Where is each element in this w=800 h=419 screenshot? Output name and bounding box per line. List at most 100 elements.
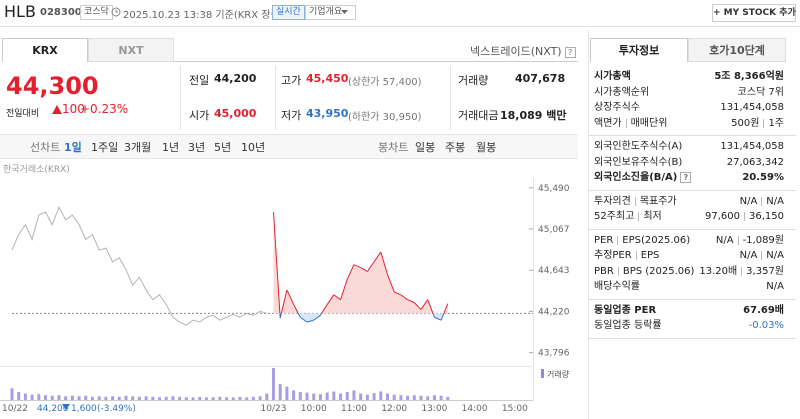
info-value: 500원 1주 — [731, 116, 784, 132]
info-value: 67.69배 — [743, 303, 784, 319]
separator — [617, 266, 619, 276]
volume-bar — [37, 394, 41, 400]
label-text: EPS(2025.06) — [622, 234, 691, 246]
price-segment — [387, 274, 395, 293]
y-tick-label: 44,220 — [538, 307, 570, 317]
period-button[interactable]: 3년 — [188, 141, 206, 154]
info-value: N/A — [766, 279, 784, 295]
price-segment — [353, 264, 361, 269]
y-tick-label: 45,490 — [538, 184, 570, 194]
label-text: EPS — [640, 250, 660, 261]
info-row: PBR BPS (2025.06) 13.20배 3,357원 — [588, 264, 796, 280]
value-text: N/A — [739, 195, 758, 207]
price-segment — [346, 264, 355, 280]
volume-bar — [439, 395, 443, 400]
x-tick-label: 11:00 — [341, 404, 367, 414]
value-text: N/A — [715, 234, 734, 246]
price-segment — [432, 313, 435, 318]
value-text: 97,600 — [705, 211, 740, 222]
info-label: 외국인보유주식수(B) — [594, 155, 682, 171]
dropdown-icon — [341, 10, 348, 14]
volume-legend-swatch — [541, 369, 544, 378]
stat-label: 전일 — [189, 74, 210, 87]
info-label: PBR BPS (2025.06) — [594, 264, 694, 280]
price-segment — [360, 267, 368, 272]
volume-bar — [204, 397, 208, 400]
label-text: PBR — [594, 265, 614, 277]
header-divider — [0, 26, 800, 27]
volume-bar — [265, 393, 269, 400]
period-button[interactable]: 일봉 — [415, 141, 436, 154]
value-text: N/A — [739, 250, 758, 261]
volume-bar — [412, 395, 416, 400]
divider — [275, 66, 276, 130]
price-segment — [320, 313, 323, 316]
volume-bar — [426, 396, 430, 400]
info-row: 외국인한도주식수(A) 131,454,058 — [588, 139, 796, 155]
info-row: 배당수익률 N/A — [588, 279, 796, 295]
volume-bar — [325, 392, 329, 400]
label-text: 시가총액 — [594, 71, 631, 82]
period-button[interactable]: 10년 — [241, 141, 266, 154]
x-tick-label: 10:00 — [301, 404, 327, 414]
x-tick-label: 15:00 — [502, 404, 528, 414]
volume-bar — [231, 397, 235, 400]
value-text: -0.03% — [748, 320, 784, 331]
volume-bar — [44, 395, 48, 400]
period-button[interactable]: 1일 — [64, 141, 82, 154]
info-row: 추정PER EPS N/A N/A — [588, 248, 796, 264]
info-value: 131,454,058 — [720, 100, 784, 116]
info-value: 20.59% — [742, 170, 784, 186]
label-text: 동일업종 등락률 — [594, 320, 662, 331]
value-text: 13.20배 — [699, 265, 738, 277]
value-text: 67.69배 — [743, 304, 784, 316]
volume-bar — [171, 396, 175, 400]
info-group: PER EPS(2025.06) N/A -1,089원 추정PER EPS N/A N/A P… — [588, 230, 796, 300]
info-label: 상장주식수 — [594, 100, 640, 116]
exchange-tab[interactable]: KRX — [2, 38, 88, 62]
exchange-tab[interactable]: NXT — [88, 38, 174, 62]
side-tab[interactable]: 호가10단계 — [688, 38, 786, 62]
label-text: 시가총액순위 — [594, 86, 650, 98]
value-text: -1,089원 — [742, 234, 784, 246]
prev-close: 44,200 — [37, 404, 69, 414]
volume-bar — [191, 397, 195, 400]
current-price: 44,300 — [6, 72, 99, 100]
value-text: 5조 8,366억원 — [714, 71, 784, 82]
volume-bar — [419, 395, 423, 400]
nxt-link[interactable]: 넥스트레이드(NXT)? — [470, 43, 576, 59]
volume-bar — [332, 391, 336, 400]
side-panel — [588, 30, 799, 419]
period-button[interactable]: 3개월 — [124, 141, 152, 154]
info-value: N/A N/A — [740, 194, 784, 210]
period-button[interactable]: 주봉 — [445, 141, 466, 154]
divider — [180, 66, 181, 130]
volume-bar — [30, 394, 34, 400]
info-group: 시가총액 5조 8,366억원 시가총액순위 코스닥 7위 상장주식수 131,454,0… — [588, 66, 796, 136]
price-segment — [333, 294, 341, 301]
period-button[interactable]: 5년 — [214, 141, 232, 154]
side-tab[interactable]: 투자정보 — [590, 38, 688, 62]
help-icon[interactable]: ? — [564, 46, 576, 58]
period-button[interactable]: 1주일 — [91, 141, 119, 154]
up-arrow — [52, 105, 62, 114]
period-button[interactable]: 월봉 — [476, 141, 497, 154]
volume-bar — [298, 392, 302, 400]
volume-bar — [17, 392, 21, 400]
overview-button[interactable]: 기업개요 — [305, 5, 357, 20]
help-icon[interactable]: ? — [680, 172, 692, 184]
volume-bar — [111, 396, 115, 400]
info-label: 동일업종 PER — [594, 303, 656, 319]
volume-bar — [312, 393, 316, 400]
volume-bar — [124, 395, 128, 400]
info-label: 투자의견 목표주가 — [594, 194, 677, 210]
volume-bar — [77, 396, 81, 400]
y-tick-label: 44,643 — [538, 266, 570, 276]
my-stock-button[interactable]: + MY STOCK 추가 — [712, 4, 796, 22]
period-bar — [0, 134, 578, 159]
info-row: 액면가 매매단위 500원 1주 — [588, 116, 796, 132]
y-tick-label: 43,796 — [538, 349, 570, 359]
stat-note: (하한가 30,950) — [348, 112, 422, 123]
period-button[interactable]: 1년 — [162, 141, 180, 154]
